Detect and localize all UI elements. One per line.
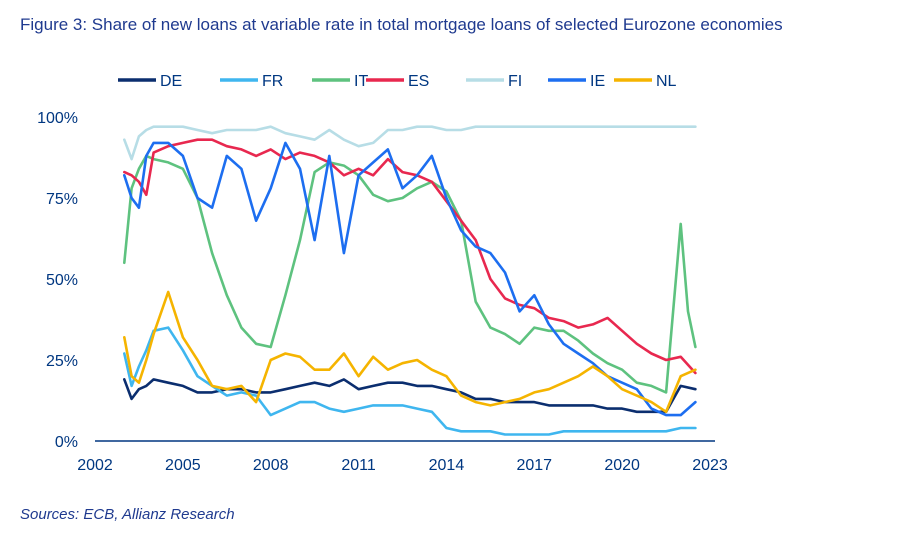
series-line-es bbox=[123, 138, 697, 375]
x-axis: 2002 2005 2008 2011 2014 2017 2020 2023 bbox=[77, 440, 728, 474]
legend-label: ES bbox=[408, 73, 429, 90]
x-tick-label: 2017 bbox=[516, 457, 552, 474]
y-tick-label: 0% bbox=[55, 434, 78, 451]
y-tick-label: 50% bbox=[46, 272, 78, 289]
series-line-it bbox=[123, 154, 697, 394]
legend-label: FR bbox=[262, 73, 283, 90]
legend-label: NL bbox=[656, 73, 677, 90]
series-line-fi bbox=[123, 125, 697, 161]
legend-label: IT bbox=[354, 73, 368, 90]
x-tick-label: 2011 bbox=[341, 457, 376, 474]
x-tick-label: 2005 bbox=[165, 457, 201, 474]
legend-item-de: DE bbox=[118, 73, 182, 90]
x-tick-label: 2002 bbox=[77, 457, 113, 474]
legend-item-fr: FR bbox=[220, 73, 283, 90]
legend-item-it: IT bbox=[312, 73, 368, 90]
series-line-de bbox=[123, 378, 697, 414]
x-tick-label: 2014 bbox=[429, 457, 465, 474]
legend-item-ie: IE bbox=[548, 73, 605, 90]
legend-label: FI bbox=[508, 73, 522, 90]
legend-label: DE bbox=[160, 73, 182, 90]
line-chart: DE FR IT ES FI IE NL 0%25%50%75%100% 2002 2005 2… bbox=[37, 73, 728, 474]
chart-source: Sources: ECB, Allianz Research bbox=[20, 506, 235, 523]
legend-item-fi: FI bbox=[466, 73, 522, 90]
chart-title: Figure 3: Share of new loans at variable… bbox=[20, 15, 783, 34]
y-tick-label: 25% bbox=[46, 353, 78, 370]
legend-item-nl: NL bbox=[614, 73, 677, 90]
series-lines bbox=[123, 125, 697, 436]
series-line-nl bbox=[123, 290, 697, 414]
x-tick-label: 2008 bbox=[253, 457, 289, 474]
x-tick-label: 2020 bbox=[604, 457, 640, 474]
series-line-fr bbox=[123, 326, 697, 436]
y-tick-label: 100% bbox=[37, 110, 78, 127]
series-line-ie bbox=[123, 141, 697, 417]
y-tick-label: 75% bbox=[46, 191, 78, 208]
legend-label: IE bbox=[590, 73, 605, 90]
y-axis: 0% 25% 50% 75% 100% bbox=[37, 110, 78, 451]
chart-legend: DE FR IT ES FI IE NL bbox=[118, 73, 677, 90]
x-tick-label: 2023 bbox=[692, 457, 728, 474]
legend-item-es: ES bbox=[366, 73, 429, 90]
